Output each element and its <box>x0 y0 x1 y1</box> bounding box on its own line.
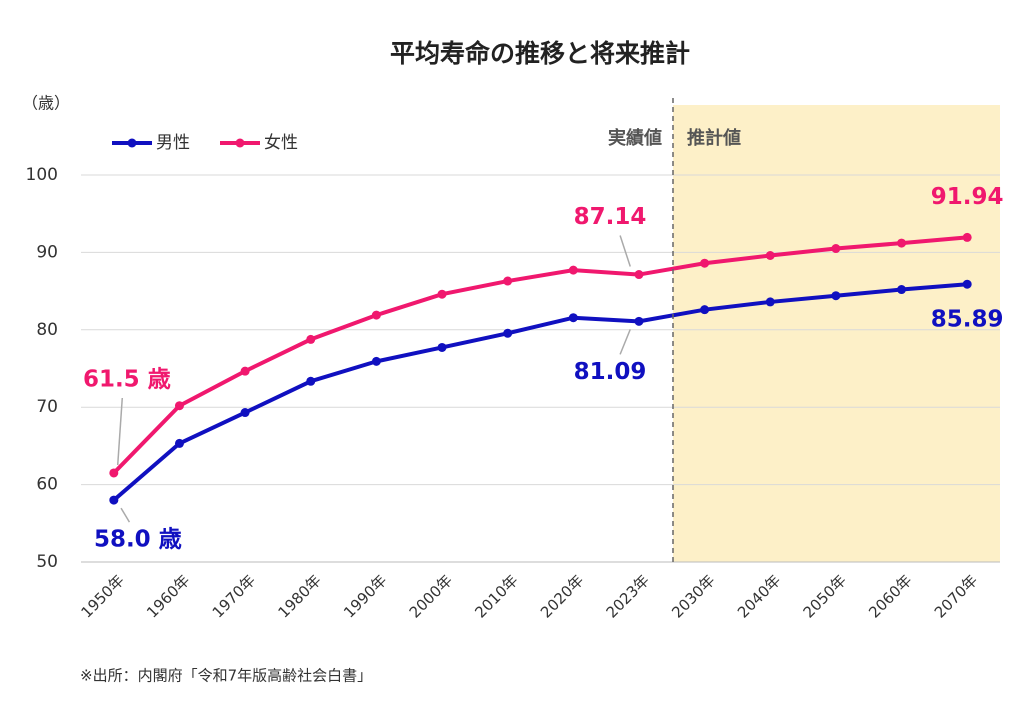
y-unit: （歳） <box>22 94 70 113</box>
x-tick-label: 1980年 <box>274 571 324 621</box>
data-label: 91.94 <box>931 184 1004 210</box>
point <box>174 401 184 411</box>
x-tick-label: 2000年 <box>406 571 456 621</box>
legend-label: 男性 <box>156 133 190 153</box>
point <box>437 342 447 352</box>
forecast-region <box>673 105 1000 562</box>
x-tick-label: 2023年 <box>603 571 653 621</box>
x-tick-label: 1950年 <box>77 571 127 621</box>
y-tick-label: 100 <box>26 165 58 185</box>
leader-line <box>619 235 631 267</box>
point <box>831 244 841 254</box>
point <box>437 289 447 299</box>
leader-line <box>619 329 631 355</box>
x-tick-label: 2060年 <box>865 571 915 621</box>
point <box>962 279 972 289</box>
point <box>831 291 841 301</box>
point <box>568 313 578 323</box>
x-tick-label: 2020年 <box>537 571 587 621</box>
x-tick-label: 1960年 <box>143 571 193 621</box>
point <box>109 495 119 505</box>
x-tick-label: 1990年 <box>340 571 390 621</box>
y-tick-label: 50 <box>36 552 58 572</box>
point <box>700 258 710 268</box>
legend-dot <box>127 138 137 148</box>
point <box>174 438 184 448</box>
y-tick-label: 60 <box>36 475 58 495</box>
forecast-label: 推計値 <box>687 127 741 149</box>
point <box>240 366 250 376</box>
series-line <box>112 235 968 475</box>
point <box>897 238 907 248</box>
point <box>503 328 513 338</box>
point <box>765 297 775 307</box>
leader-line <box>120 507 131 523</box>
y-tick-label: 80 <box>36 320 58 340</box>
series-line <box>112 282 968 502</box>
point <box>503 276 513 286</box>
point <box>700 305 710 315</box>
point <box>306 334 316 344</box>
y-tick-label: 70 <box>36 397 58 417</box>
point <box>897 285 907 295</box>
x-tick-label: 2010年 <box>471 571 521 621</box>
point <box>634 316 644 326</box>
chart-title: 平均寿命の推移と将来推計 <box>390 39 690 68</box>
point <box>306 376 316 386</box>
data-label: 85.89 <box>931 307 1004 333</box>
point <box>109 468 119 478</box>
data-label: 81.09 <box>574 359 647 385</box>
actual-label: 実績値 <box>608 127 662 149</box>
x-tick-label: 2040年 <box>734 571 784 621</box>
point <box>371 356 381 366</box>
x-tick-label: 2070年 <box>931 571 981 621</box>
legend-label: 女性 <box>264 133 298 153</box>
x-tick-label: 2030年 <box>668 571 718 621</box>
y-tick-label: 90 <box>36 242 58 262</box>
data-label: 58.0 歳 <box>94 527 182 553</box>
source: ※出所：内閣府「令和7年版高齢社会白書」 <box>80 667 372 685</box>
leader-line <box>116 397 124 466</box>
data-label: 61.5 歳 <box>83 366 171 392</box>
point <box>240 408 250 418</box>
x-tick-label: 1970年 <box>209 571 259 621</box>
data-label: 87.14 <box>574 204 647 230</box>
point <box>962 232 972 242</box>
point <box>765 250 775 260</box>
x-tick-label: 2050年 <box>800 571 850 621</box>
point <box>568 265 578 275</box>
point <box>634 270 644 280</box>
point <box>371 310 381 320</box>
legend-dot <box>235 138 245 148</box>
